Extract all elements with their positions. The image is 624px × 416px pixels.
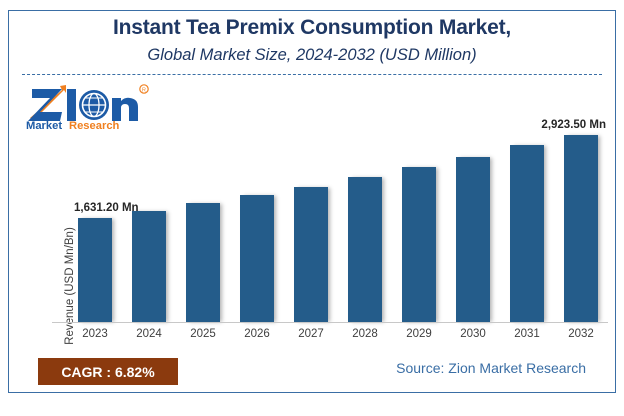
logo-letter-n	[112, 97, 138, 121]
bar-2029[interactable]	[402, 167, 436, 323]
bar-2025[interactable]	[186, 203, 220, 323]
bar-2024[interactable]	[132, 211, 166, 323]
bar-2032[interactable]	[564, 135, 598, 323]
x-tick-2032: 2032	[568, 328, 594, 340]
bar-slot	[392, 120, 446, 323]
bar-2028[interactable]	[348, 177, 382, 323]
x-tick-2023: 2023	[82, 328, 108, 340]
bar-slot	[500, 120, 554, 323]
logo-letter-z	[28, 89, 62, 121]
bar-slot	[122, 120, 176, 323]
bar-slot	[284, 120, 338, 323]
page-subtitle: Global Market Size, 2024-2032 (USD Milli…	[147, 46, 477, 64]
x-tick-2026: 2026	[244, 328, 270, 340]
bar-2023[interactable]	[78, 218, 112, 323]
bar-slot: 1,631.20 Mn	[68, 120, 139, 323]
bar-slot	[230, 120, 284, 323]
plot-area: Revenue (USD Mn/Bn) 1,631.20 Mn 2,923.50 …	[52, 119, 606, 345]
bar-2031[interactable]	[510, 145, 544, 323]
title-block: Instant Tea Premix Consumption Market, G…	[8, 14, 616, 68]
registered-trademark-icon	[139, 84, 149, 94]
source-note: Source: Zion Market Research	[396, 360, 586, 376]
bar-slot	[176, 120, 230, 323]
zion-market-research-logo: R Market Research	[22, 82, 154, 132]
x-tick-2027: 2027	[298, 328, 324, 340]
logo-wordmark-market: Market	[26, 120, 62, 130]
bar-value-label-2023: 1,631.20 Mn	[74, 202, 139, 214]
x-tick-2031: 2031	[514, 328, 540, 340]
bar-2027[interactable]	[294, 187, 328, 323]
page-title: Instant Tea Premix Consumption Market,	[112, 16, 512, 39]
chart-figure: Instant Tea Premix Consumption Market, G…	[8, 10, 616, 393]
bar-slot: 2,923.50 Mn	[541, 119, 608, 323]
bar-slot	[338, 120, 392, 323]
x-axis-line	[52, 322, 608, 323]
x-tick-2030: 2030	[460, 328, 486, 340]
bar-2026[interactable]	[240, 195, 274, 323]
x-tick-2025: 2025	[190, 328, 216, 340]
logo-letter-i	[67, 89, 76, 121]
svg-text:R: R	[142, 88, 146, 94]
x-tick-2029: 2029	[406, 328, 432, 340]
cagr-badge: CAGR : 6.82%	[38, 358, 178, 385]
x-tick-2024: 2024	[136, 328, 162, 340]
bar-slot	[446, 120, 500, 323]
dashed-divider	[22, 74, 602, 75]
x-tick-2028: 2028	[352, 328, 378, 340]
bar-2030[interactable]	[456, 157, 490, 323]
bar-value-label-2032: 2,923.50 Mn	[541, 119, 606, 131]
logo-svg: R Market Research	[26, 84, 149, 132]
logo-wordmark-research: Research	[69, 120, 120, 130]
